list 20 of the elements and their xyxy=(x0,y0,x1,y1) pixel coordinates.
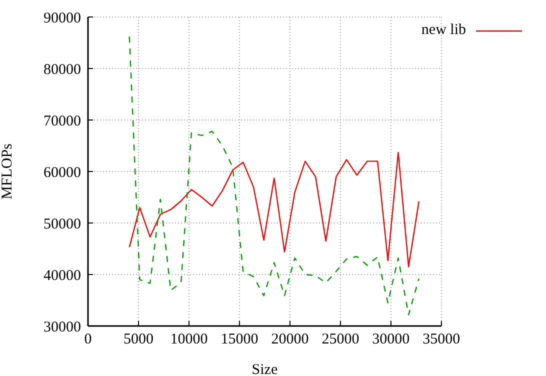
x-axis-title: Size xyxy=(252,362,278,376)
x-tick-label: 35000 xyxy=(422,332,460,348)
x-tick-label: 10000 xyxy=(170,332,208,348)
x-tick-label: 25000 xyxy=(322,332,360,348)
y-tick-label: 40000 xyxy=(44,268,81,284)
x-tick-label: 20000 xyxy=(271,332,309,348)
legend-label: new lib xyxy=(421,22,466,39)
x-tick-label: 5000 xyxy=(123,332,154,348)
y-tick-label: 60000 xyxy=(44,164,81,181)
y-axis-title: MFLOPs xyxy=(0,143,16,200)
y-tick-label: 90000 xyxy=(44,10,81,26)
x-tick-label: 30000 xyxy=(372,332,410,348)
x-tick-label: 15000 xyxy=(220,332,258,348)
y-tick-label: 30000 xyxy=(44,319,81,336)
line-series xyxy=(128,36,420,316)
x-tick-label: 0 xyxy=(84,332,92,348)
line-series xyxy=(128,152,420,268)
y-tick-label: 50000 xyxy=(44,216,81,232)
y-tick-label: 80000 xyxy=(44,62,81,78)
y-tick-label: 70000 xyxy=(44,113,81,130)
